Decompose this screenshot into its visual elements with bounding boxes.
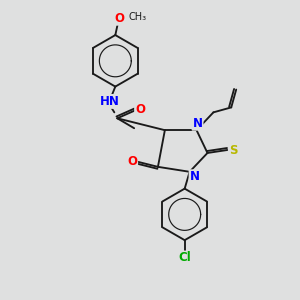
Text: O: O [127,155,137,168]
Text: CH₃: CH₃ [128,12,146,22]
Text: O: O [114,12,124,25]
Text: HN: HN [99,95,119,108]
Text: N: N [193,117,202,130]
Text: O: O [135,103,145,116]
Text: N: N [190,170,200,183]
Text: Cl: Cl [178,251,191,265]
Text: S: S [229,143,238,157]
